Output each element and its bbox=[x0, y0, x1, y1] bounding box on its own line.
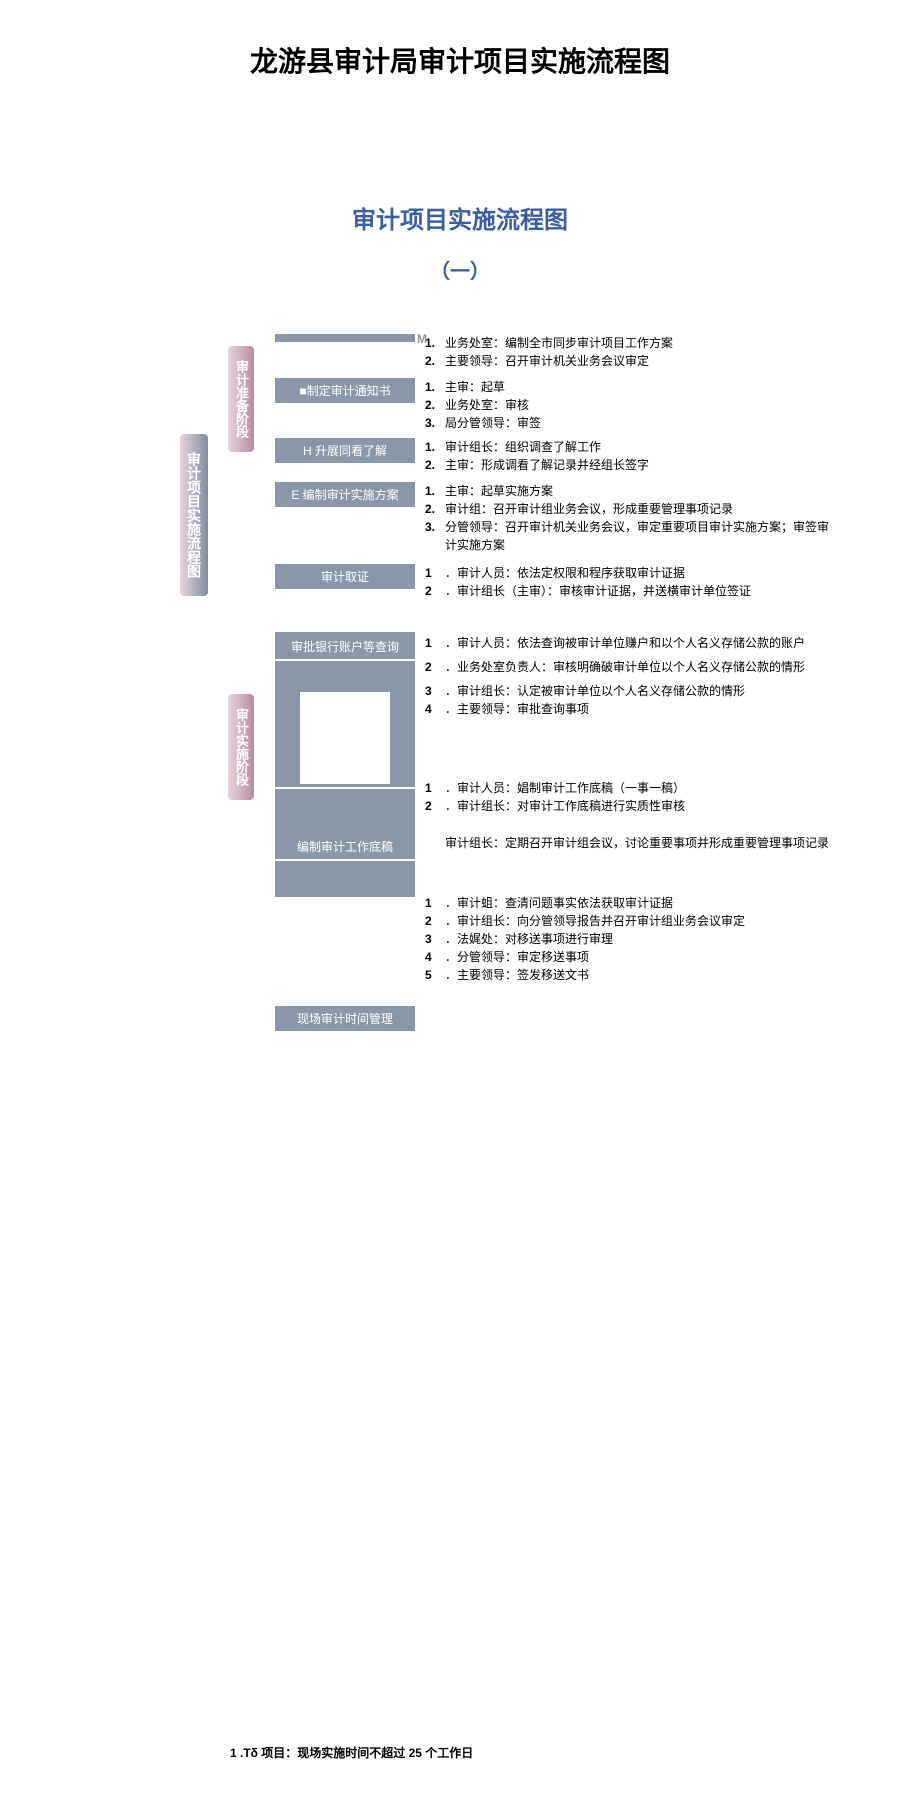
detail-text: ．审计蛆：查清问题事实依法获取审计证据 bbox=[445, 894, 673, 912]
detail-text: ．审计人员：依法查询被审计单位赚户和以个人名义存储公款的账户 bbox=[445, 634, 805, 652]
detail-text: ．主要领导：审批查询事项 bbox=[445, 700, 589, 718]
detail-3: 1.主审：起草实施方案2.审计组：召开审计组业务会议，形成重要管理事项记录3.分… bbox=[415, 482, 835, 560]
row-1: ■制定审计通知书1.主审：起草2.业务处室：审核3.局分管领导：审签 bbox=[275, 378, 835, 438]
detail-8: 1．审计蛆：查清问题事实依法获取审计证据2．审计组长：向分管领导报告并召开审计组… bbox=[415, 894, 835, 984]
detail-num: 5 bbox=[425, 966, 445, 984]
detail-num: 2. bbox=[425, 396, 445, 414]
main-title: 龙游县审计局审计项目实施流程图 bbox=[60, 40, 860, 80]
detail-text: 主审：起草实施方案 bbox=[445, 482, 553, 500]
detail-num: 1. bbox=[425, 438, 445, 456]
detail-text: 业务处室：审核 bbox=[445, 396, 529, 414]
row-8: 召开审计组会议1．审计蛆：查清问题事实依法获取审计证据2．审计组长：向分管领导报… bbox=[275, 894, 835, 990]
detail-text: ．业务处室负责人：审核明确破审计单位以个人名义存储公款的情形 bbox=[445, 658, 805, 676]
detail-num: 3. bbox=[425, 414, 445, 432]
detail-text: ．审计人员：依法定权限和程序获取审计证据 bbox=[445, 564, 685, 582]
row-0: M1.业务处室：编制全市同步审计项目工作方案2.主要领导：召开审计机关业务会议审… bbox=[275, 334, 835, 376]
detail-text: 审计组长：组织调查了解工作 bbox=[445, 438, 601, 456]
detail-num: 1 bbox=[425, 779, 445, 797]
detail-text: 局分管领导：审签 bbox=[445, 414, 541, 432]
detail-num: 3. bbox=[425, 518, 445, 554]
row-2: H 升展同看了解1.审计组长：组织调查了解工作2.主审：形成调看了解记录并经组长… bbox=[275, 438, 835, 480]
detail-num: 3 bbox=[425, 930, 445, 948]
detail-num: 2 bbox=[425, 658, 445, 676]
detail-text: ．审计人员：娼制审计工作底稿（一事一稿） bbox=[445, 779, 685, 797]
detail-num: 1 bbox=[425, 564, 445, 582]
detail-num: 2. bbox=[425, 500, 445, 518]
detail-1: 1.主审：起草2.业务处室：审核3.局分管领导：审签 bbox=[415, 378, 835, 432]
phase-impl: 审计实施阶段 bbox=[228, 694, 254, 800]
m-badge: M bbox=[417, 332, 427, 346]
step-box-3: E 编制审计实施方案 bbox=[275, 482, 415, 509]
step-box-2: H 升展同看了解 bbox=[275, 438, 415, 465]
root-column: 审计项目实施流程图 bbox=[180, 434, 208, 596]
detail-text: ．审计组长（主审）：审核审计证据，并送横审计单位签证 bbox=[445, 582, 751, 600]
detail-7: 审计组长：定期召开审计组会议，讨论重要事项并形成重要管理事项记录 bbox=[415, 834, 835, 858]
phase-prep: 审计准备阶段 bbox=[228, 346, 254, 452]
detail-num: 2 bbox=[425, 912, 445, 930]
row-5: 审批银行账户等查询1．审计人员：依法查询被审计单位赚户和以个人名义存储公款的账户… bbox=[275, 634, 835, 724]
detail-text: ．法娓处：对移送事项进行审理 bbox=[445, 930, 613, 948]
step-box-8: 召开审计组会议 bbox=[275, 894, 415, 921]
detail-text: 业务处室：编制全市同步审计项目工作方案 bbox=[445, 334, 673, 352]
step-box-0 bbox=[275, 334, 415, 344]
step-box-1: ■制定审计通知书 bbox=[275, 378, 415, 405]
detail-num: 1 bbox=[425, 634, 445, 652]
detail-0: 1.业务处室：编制全市同步审计项目工作方案2.主要领导：召开审计机关业务会议审定 bbox=[415, 334, 835, 370]
detail-num: 2. bbox=[425, 352, 445, 370]
detail-num: 3 bbox=[425, 682, 445, 700]
detail-text: ．审计组长：对审计工作底稿进行实质性审核 bbox=[445, 797, 685, 815]
detail-num: 4 bbox=[425, 700, 445, 718]
detail-num: 4 bbox=[425, 948, 445, 966]
flowchart: 审计项目实施流程图审计准备阶段审计实施阶段M1.业务处室：编制全市同步审计项目工… bbox=[180, 334, 860, 1034]
detail-num: 1. bbox=[425, 334, 445, 352]
detail-4: 1．审计人员：依法定权限和程序获取审计证据2．审计组长（主审）：审核审计证据，并… bbox=[415, 564, 835, 600]
step-box-9: 现场审计时间管理 bbox=[275, 1006, 415, 1033]
detail-num: 1. bbox=[425, 378, 445, 396]
detail-text: ．审计组长：向分管领导报告并召开审计组业务会议审定 bbox=[445, 912, 745, 930]
step-box-4: 审计取证 bbox=[275, 564, 415, 591]
detail-text: 分管领导：召开审计机关业务会议，审定重要项目审计实施方案；审签审计实施方案 bbox=[445, 518, 835, 554]
row-4: 审计取证1．审计人员：依法定权限和程序获取审计证据2．审计组长（主审）：审核审计… bbox=[275, 564, 835, 606]
detail-5: 1．审计人员：依法查询被审计单位赚户和以个人名义存储公款的账户2．业务处室负责人… bbox=[415, 634, 835, 718]
row-7: 编制审计工作底稿 审计组长：定期召开审计组会议，讨论重要事项并形成重要管理事项记录 bbox=[275, 834, 835, 867]
row-9: 现场审计时间管理 bbox=[275, 1006, 835, 1039]
detail-text: ．审计组长：认定被审计单位以个人名义存储公款的情形 bbox=[445, 682, 745, 700]
detail-2: 1.审计组长：组织调查了解工作2.主审：形成调看了解记录并经组长签字 bbox=[415, 438, 835, 474]
detail-text: 主审：起草 bbox=[445, 378, 505, 396]
detail-num: 1 bbox=[425, 894, 445, 912]
detail-num: 1. bbox=[425, 482, 445, 500]
detail-6: 1．审计人员：娼制审计工作底稿（一事一稿）2．审计组长：对审计工作底稿进行实质性… bbox=[415, 779, 835, 815]
detail-num: 2. bbox=[425, 456, 445, 474]
detail-text: ．分管领导：审定移送事项 bbox=[445, 948, 589, 966]
detail-num: 2 bbox=[425, 582, 445, 600]
step-box-7: 编制审计工作底稿 bbox=[275, 834, 415, 861]
row-3: E 编制审计实施方案1.主审：起草实施方案2.审计组：召开审计组业务会议，形成重… bbox=[275, 482, 835, 566]
detail-text: 主要领导：召开审计机关业务会议审定 bbox=[445, 352, 649, 370]
step-box-6 bbox=[275, 779, 415, 789]
detail-text: 主审：形成调看了解记录并经组长签字 bbox=[445, 456, 649, 474]
detail-text: ．主要领导：签发移送文书 bbox=[445, 966, 589, 984]
step-box-5: 审批银行账户等查询 bbox=[275, 634, 415, 661]
detail-text: 审计组：召开审计组业务会议，形成重要管理事项记录 bbox=[445, 500, 733, 518]
sub-title: 审计项目实施流程图 bbox=[60, 200, 860, 235]
sub-number: （一） bbox=[60, 255, 860, 284]
detail-num: 2 bbox=[425, 797, 445, 815]
detail-text: 审计组长：定期召开审计组会议，讨论重要事项并形成重要管理事项记录 bbox=[445, 834, 829, 852]
footer-note: 1 .Tδ 项目：现场实施时间不超过 25 个工作日 bbox=[230, 1744, 860, 1761]
detail-num bbox=[425, 834, 445, 852]
row-6: 1．审计人员：娼制审计工作底稿（一事一稿）2．审计组长：对审计工作底稿进行实质性… bbox=[275, 779, 835, 821]
